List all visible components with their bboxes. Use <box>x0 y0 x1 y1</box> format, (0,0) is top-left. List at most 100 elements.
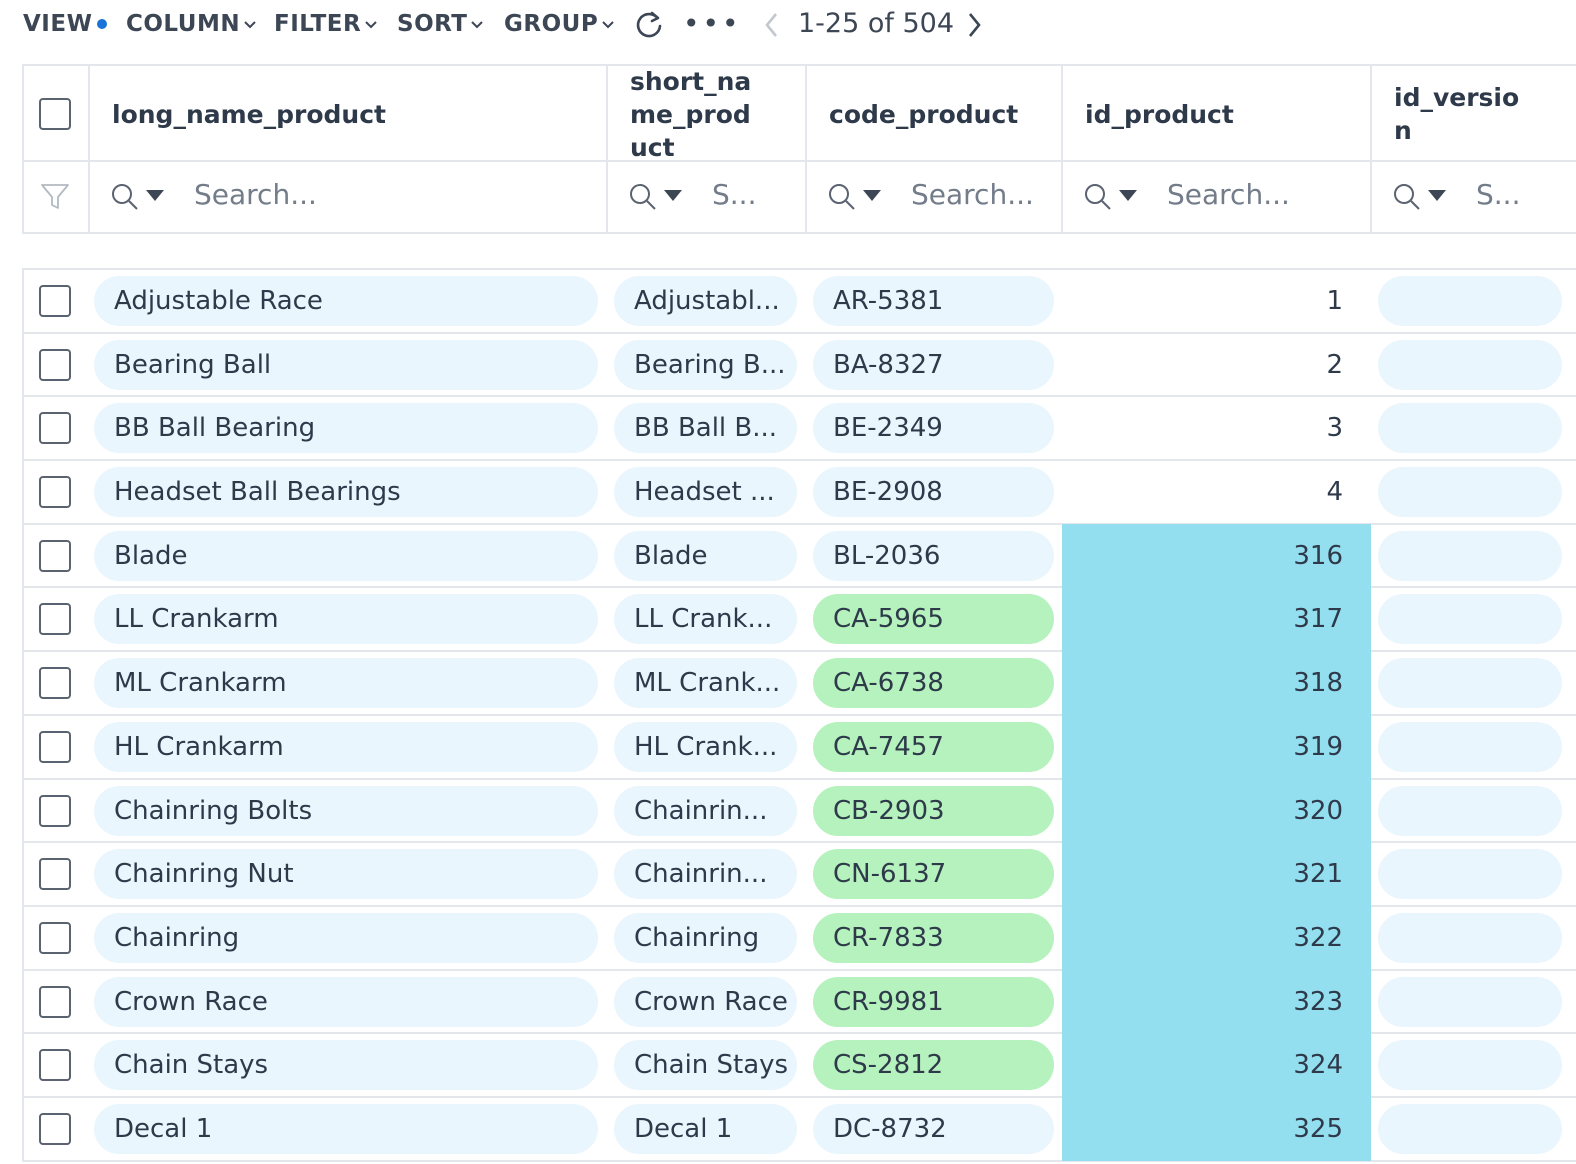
cell-short-name-product[interactable]: Crown Race <box>614 976 797 1027</box>
column-header-code-product[interactable]: code_product <box>807 66 1063 162</box>
cell-short-name-product[interactable]: Bearing B... <box>614 339 797 390</box>
cell-long-name-product[interactable]: Adjustable Race <box>94 276 598 326</box>
filter-operator-dropdown-icon[interactable] <box>146 190 164 201</box>
table-row[interactable]: LL Crankarm LL Crank... CA-5965 317 <box>24 587 1576 653</box>
cell-long-name-product[interactable]: Decal 1 <box>94 1103 598 1154</box>
cell-long-name-product[interactable]: Chainring Bolts <box>94 785 598 836</box>
search-input[interactable]: Search... <box>911 178 1034 211</box>
refresh-icon[interactable] <box>633 9 665 41</box>
table-row[interactable]: HL Crankarm HL Crank... CA-7457 319 <box>24 714 1576 780</box>
chevron-right-icon[interactable] <box>962 10 986 40</box>
table-row[interactable]: Decal 1 Decal 1 DC-8732 325 <box>24 1096 1576 1162</box>
cell-code-product[interactable]: DC-8732 <box>813 1103 1054 1154</box>
search-icon[interactable] <box>1083 182 1113 212</box>
cell-id-product[interactable]: 320 <box>1062 778 1371 843</box>
view-menu[interactable]: VIEW <box>23 8 92 40</box>
table-row[interactable]: Chainring Chainring CR-7833 322 <box>24 905 1576 971</box>
cell-code-product[interactable]: CR-9981 <box>813 976 1054 1027</box>
row-select-checkbox[interactable] <box>39 348 71 381</box>
cell-id-product[interactable]: 325 <box>1062 1096 1371 1161</box>
filter-operator-dropdown-icon[interactable] <box>1119 190 1137 201</box>
cell-short-name-product[interactable]: BB Ball B... <box>614 403 797 454</box>
cell-code-product[interactable]: CA-6738 <box>813 658 1054 709</box>
column-header-long-name-product[interactable]: long_name_product <box>90 66 608 162</box>
more-options-icon[interactable]: ••• <box>683 7 742 40</box>
cell-short-name-product[interactable]: Chainring <box>614 912 797 963</box>
cell-short-name-product[interactable]: Adjustabl... <box>614 276 797 326</box>
search-input[interactable]: Search... <box>194 178 317 211</box>
cell-id-product[interactable]: 317 <box>1062 587 1371 652</box>
cell-short-name-product[interactable]: Blade <box>614 530 797 581</box>
cell-id-version[interactable] <box>1378 658 1562 709</box>
cell-code-product[interactable]: BL-2036 <box>813 530 1054 581</box>
filter-menu[interactable]: FILTER <box>274 8 378 40</box>
cell-id-product[interactable]: 3 <box>1326 413 1343 444</box>
cell-code-product[interactable]: CS-2812 <box>813 1040 1054 1091</box>
cell-id-version[interactable] <box>1378 403 1562 454</box>
cell-id-version[interactable] <box>1378 1040 1562 1091</box>
search-icon[interactable] <box>628 182 658 212</box>
search-icon[interactable] <box>110 182 140 212</box>
cell-id-version[interactable] <box>1378 276 1562 326</box>
chevron-left-icon[interactable] <box>760 10 784 40</box>
cell-code-product[interactable]: CR-7833 <box>813 912 1054 963</box>
cell-code-product[interactable]: CB-2903 <box>813 785 1054 836</box>
cell-long-name-product[interactable]: HL Crankarm <box>94 721 598 772</box>
cell-id-product[interactable]: 1 <box>1326 286 1343 316</box>
table-row[interactable]: Chainring Bolts Chainrin... CB-2903 320 <box>24 778 1576 844</box>
cell-id-version[interactable] <box>1378 849 1562 900</box>
cell-id-version[interactable] <box>1378 530 1562 581</box>
cell-code-product[interactable]: BE-2349 <box>813 403 1054 454</box>
table-row[interactable]: ML Crankarm ML Crank... CA-6738 318 <box>24 651 1576 716</box>
search-icon[interactable] <box>827 182 857 212</box>
cell-code-product[interactable]: CA-5965 <box>813 594 1054 645</box>
row-select-checkbox[interactable] <box>39 985 71 1018</box>
cell-code-product[interactable]: CA-7457 <box>813 721 1054 772</box>
cell-long-name-product[interactable]: Crown Race <box>94 976 598 1027</box>
column-header-short-name-product[interactable]: short_na me_prod uct <box>608 66 807 162</box>
cell-short-name-product[interactable]: Chain Stays <box>614 1040 797 1091</box>
row-select-checkbox[interactable] <box>39 603 71 636</box>
cell-long-name-product[interactable]: Chainring Nut <box>94 849 598 900</box>
cell-id-product[interactable]: 2 <box>1326 349 1343 380</box>
cell-short-name-product[interactable]: Chainrin... <box>614 785 797 836</box>
row-select-checkbox[interactable] <box>39 667 71 700</box>
search-icon[interactable] <box>1392 182 1422 212</box>
row-select-checkbox[interactable] <box>39 412 71 445</box>
row-select-checkbox[interactable] <box>39 794 71 827</box>
table-row[interactable]: Headset Ball Bearings Headset ... BE-2908 4 <box>24 461 1576 525</box>
cell-id-product[interactable]: 319 <box>1062 714 1371 779</box>
cell-id-product[interactable]: 322 <box>1062 905 1371 970</box>
column-menu[interactable]: COLUMN <box>126 8 257 40</box>
row-select-checkbox[interactable] <box>39 1112 71 1145</box>
cell-short-name-product[interactable]: ML Crank... <box>614 658 797 709</box>
cell-short-name-product[interactable]: HL Crank... <box>614 721 797 772</box>
cell-id-product[interactable]: 324 <box>1062 1033 1371 1098</box>
cell-long-name-product[interactable]: Headset Ball Bearings <box>94 467 598 518</box>
search-input[interactable]: S... <box>1476 178 1521 211</box>
cell-id-version[interactable] <box>1378 339 1562 390</box>
cell-long-name-product[interactable]: Blade <box>94 530 598 581</box>
select-all-checkbox[interactable] <box>39 98 71 130</box>
cell-id-version[interactable] <box>1378 467 1562 518</box>
cell-id-version[interactable] <box>1378 594 1562 645</box>
row-select-checkbox[interactable] <box>39 1049 71 1082</box>
cell-id-version[interactable] <box>1378 785 1562 836</box>
cell-code-product[interactable]: BE-2908 <box>813 467 1054 518</box>
table-row[interactable]: Adjustable Race Adjustabl... AR-5381 1 <box>24 270 1576 334</box>
cell-id-version[interactable] <box>1378 976 1562 1027</box>
cell-id-version[interactable] <box>1378 721 1562 772</box>
cell-id-product[interactable]: 321 <box>1062 842 1371 907</box>
cell-long-name-product[interactable]: Chain Stays <box>94 1040 598 1091</box>
search-input[interactable]: Search... <box>1167 178 1290 211</box>
filter-operator-dropdown-icon[interactable] <box>863 190 881 201</box>
cell-short-name-product[interactable]: Decal 1 <box>614 1103 797 1154</box>
cell-short-name-product[interactable]: Headset ... <box>614 467 797 518</box>
row-select-checkbox[interactable] <box>39 285 71 317</box>
row-select-checkbox[interactable] <box>39 539 71 572</box>
cell-id-product[interactable]: 4 <box>1326 477 1343 508</box>
cell-code-product[interactable]: BA-8327 <box>813 339 1054 390</box>
table-row[interactable]: Crown Race Crown Race CR-9981 323 <box>24 969 1576 1035</box>
cell-code-product[interactable]: AR-5381 <box>813 276 1054 326</box>
cell-long-name-product[interactable]: LL Crankarm <box>94 594 598 645</box>
